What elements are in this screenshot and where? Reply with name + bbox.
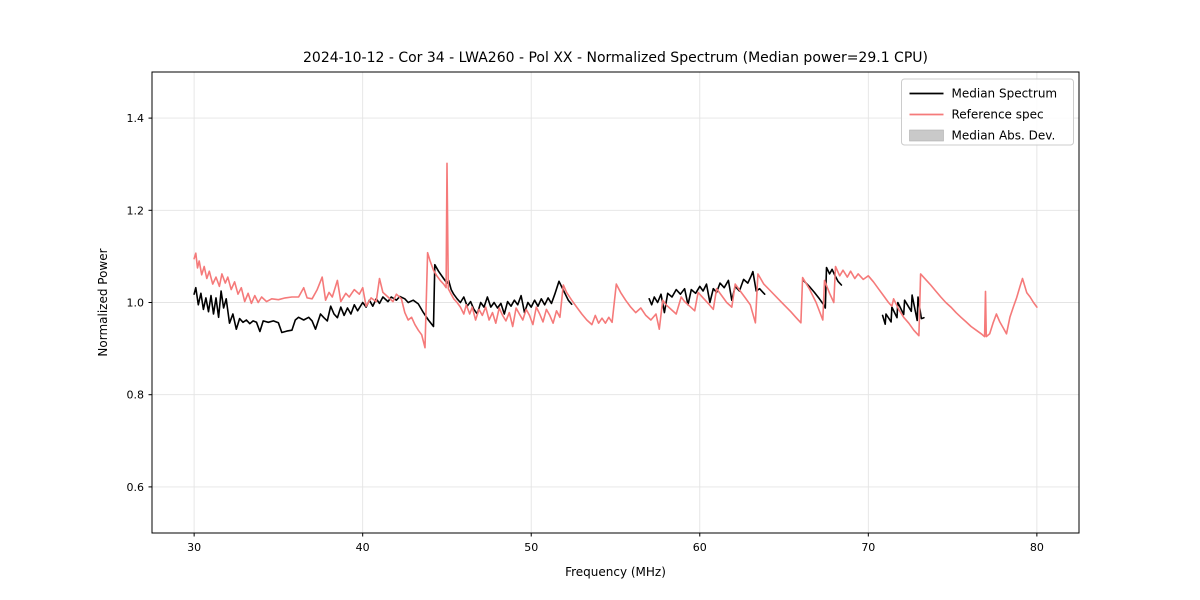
legend: Median Spectrum Reference spec Median Abs.…: [901, 78, 1074, 146]
x-tick-label: 40: [356, 541, 370, 554]
median-spectrum-line: [193, 263, 925, 334]
x-tick-label: 30: [187, 541, 201, 554]
axis-ticks: 30 40 50 60 70 80 0.6 0.8 1.0 1.2 1.4: [127, 112, 1044, 554]
y-tick-label: 1.0: [127, 297, 145, 310]
series-lines: [193, 162, 1038, 349]
legend-box: [901, 78, 1074, 146]
x-tick-label: 60: [693, 541, 707, 554]
reference-spec-line: [193, 162, 1038, 349]
legend-patch-sample: [909, 129, 944, 142]
legend-label: Median Spectrum: [952, 87, 1058, 101]
legend-label: Reference spec: [952, 108, 1044, 122]
y-axis-label: Normalized Power: [96, 248, 110, 356]
x-tick-label: 80: [1030, 541, 1044, 554]
y-tick-label: 1.4: [127, 112, 145, 125]
grid-lines: [152, 72, 1079, 533]
y-tick-label: 0.6: [127, 481, 145, 494]
x-tick-label: 70: [861, 541, 875, 554]
y-tick-label: 1.2: [127, 204, 145, 217]
y-tick-label: 0.8: [127, 389, 145, 402]
x-tick-label: 50: [524, 541, 538, 554]
chart-title: 2024-10-12 - Cor 34 - LWA260 - Pol XX - …: [303, 50, 928, 66]
x-axis-label: Frequency (MHz): [565, 565, 666, 579]
legend-label: Median Abs. Dev.: [952, 129, 1056, 143]
